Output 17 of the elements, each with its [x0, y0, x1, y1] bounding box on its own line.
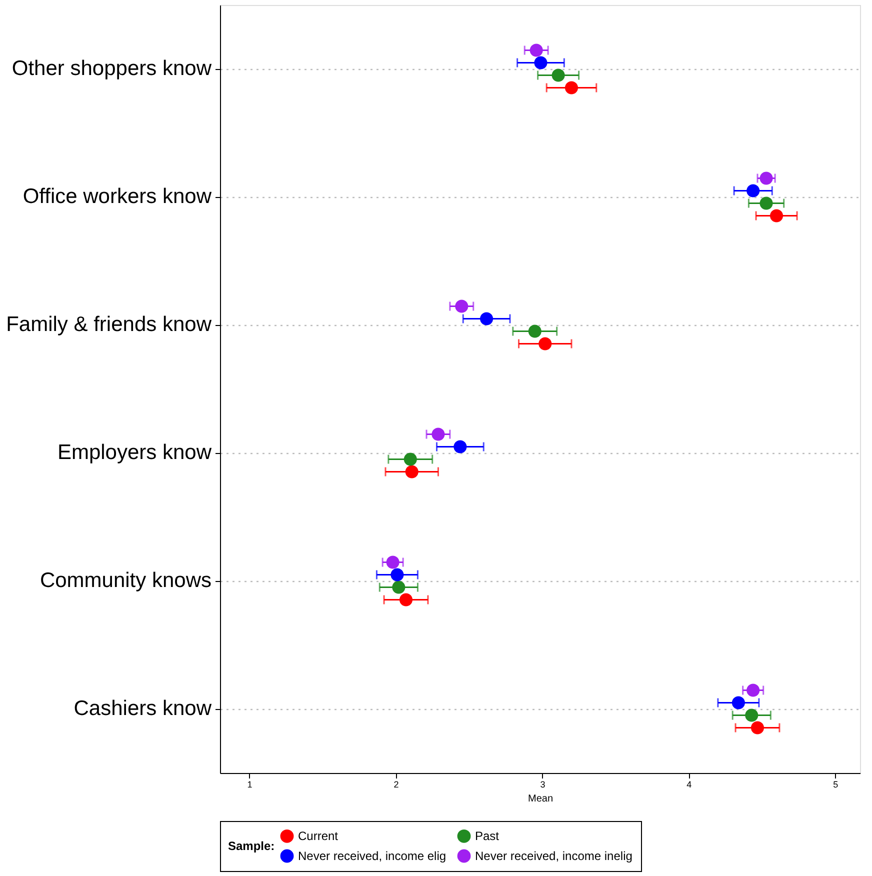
y-tick-label: Community knows [40, 569, 212, 592]
y-tick-label: Employers know [57, 441, 212, 464]
x-tick-label: 4 [686, 780, 692, 790]
x-tick-label: 2 [394, 780, 399, 790]
legend-label: Never received, income elig [298, 849, 446, 863]
y-tick-label: Other shoppers know [12, 57, 212, 80]
x-tick-label: 5 [833, 780, 838, 790]
legend-label: Never received, income inelig [475, 849, 632, 863]
y-tick-label: Family & friends know [6, 313, 212, 336]
y-tick-label: Cashiers know [74, 697, 212, 720]
x-axis-title: Mean [528, 794, 554, 804]
x-tick-label: 1 [247, 780, 252, 790]
legend-label: Past [475, 829, 500, 844]
x-tick-label: 3 [540, 780, 546, 790]
y-tick-label: Office workers know [22, 185, 212, 208]
legend-title: Sample: [228, 839, 275, 853]
legend-label: Current [298, 829, 339, 844]
